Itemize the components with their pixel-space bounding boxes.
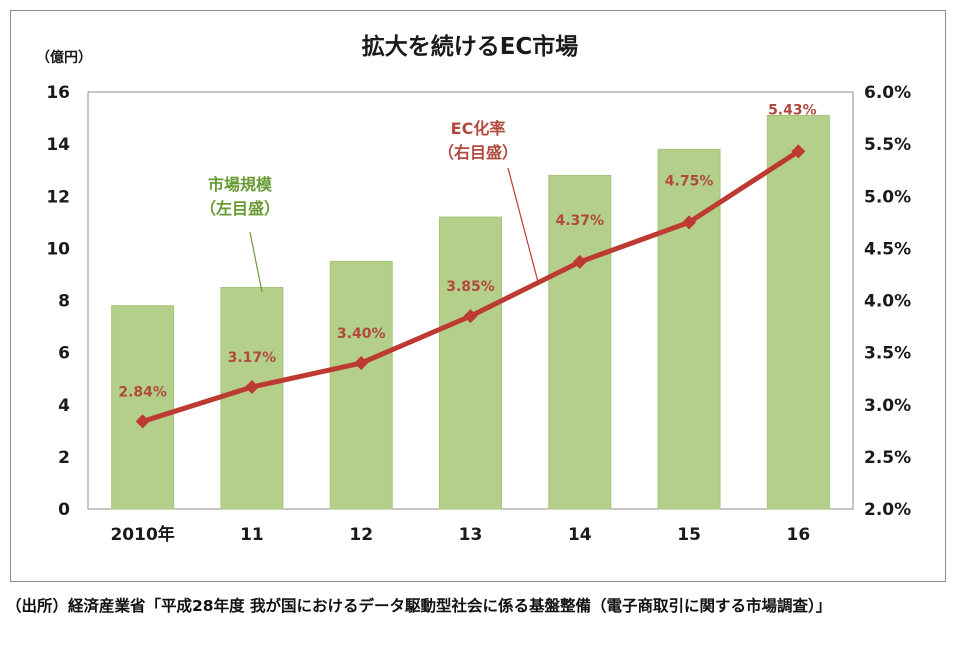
point-ec-rate-3	[463, 309, 478, 324]
chart-title: 拡大を続けるEC市場	[362, 33, 579, 60]
y-right-tick-label: 5.0%	[864, 187, 911, 207]
bar-market-size-0	[111, 305, 175, 510]
point-ec-rate-1	[244, 380, 259, 395]
point-ec-rate-4	[572, 254, 587, 269]
ec-rate-leader-line	[507, 167, 539, 283]
y-left-tick-label: 12	[46, 187, 70, 207]
y-left-tick-label: 16	[46, 83, 70, 103]
ec-rate-series-label: EC化率	[451, 119, 506, 138]
market-size-leader-line	[249, 231, 263, 293]
market-size-series-label: 市場規模	[208, 175, 273, 194]
bar-market-size-6	[766, 114, 830, 510]
y-right-tick-label: 4.0%	[864, 292, 911, 312]
x-tick-label: 15	[677, 525, 701, 545]
point-ec-rate-2	[354, 356, 369, 371]
data-label-ec-rate-5: 4.75%	[665, 173, 714, 189]
chart: 2.84% 3.17% 3.40% 3.85% 4.37% 4.75% 5.43% 0 2 4 6…	[36, 33, 911, 545]
y-left-tick-label: 2	[58, 448, 70, 468]
data-label-ec-rate-6: 5.43%	[768, 102, 817, 118]
point-ec-rate-6	[791, 144, 806, 159]
market-size-series-note: （左目盛）	[200, 199, 280, 218]
ec-rate-series-note: （右目盛）	[438, 143, 518, 162]
point-ec-rate-5	[682, 215, 697, 230]
data-label-ec-rate-4: 4.37%	[555, 213, 604, 229]
bar-market-size-1	[220, 286, 284, 510]
y-left-tick-label: 8	[58, 292, 70, 312]
data-label-ec-rate-1: 3.17%	[228, 350, 277, 366]
source-note: （出所）経済産業省「平成28年度 我が国におけるデータ駆動型社会に係る基盤整備（…	[6, 597, 832, 615]
y-right-tick-label: 2.5%	[864, 448, 911, 468]
data-label-ec-rate-0: 2.84%	[118, 384, 167, 400]
x-tick-label: 16	[787, 525, 811, 545]
y-right-tick-label: 5.5%	[864, 135, 911, 155]
data-label-ec-rate-3: 3.85%	[446, 279, 495, 295]
bar-market-size-3	[439, 216, 502, 510]
y-left-tick-label: 4	[58, 396, 70, 416]
y-right-tick-label: 2.0%	[864, 500, 911, 520]
point-ec-rate-0	[135, 414, 150, 429]
x-tick-label: 14	[568, 525, 592, 545]
y-left-tick-label: 6	[58, 344, 70, 364]
y-left-tick-label: 10	[46, 239, 70, 259]
y-right-tick-label: 3.0%	[864, 396, 911, 416]
x-tick-label: 12	[349, 525, 373, 545]
x-tick-label: 2010年	[110, 524, 174, 545]
bar-market-size-2	[329, 260, 393, 510]
y-left-tick-label: 0	[58, 500, 70, 520]
y-right-tick-label: 4.5%	[864, 239, 911, 259]
data-label-ec-rate-2: 3.40%	[337, 326, 386, 342]
y-left-unit-label: （億円）	[36, 49, 92, 66]
x-tick-label: 11	[240, 525, 264, 545]
y-left-tick-label: 14	[46, 135, 70, 155]
bar-market-size-5	[657, 148, 721, 510]
bar-market-size-4	[548, 174, 612, 510]
x-tick-label: 13	[459, 525, 483, 545]
y-right-tick-label: 3.5%	[864, 344, 911, 364]
y-right-tick-label: 6.0%	[864, 83, 911, 103]
